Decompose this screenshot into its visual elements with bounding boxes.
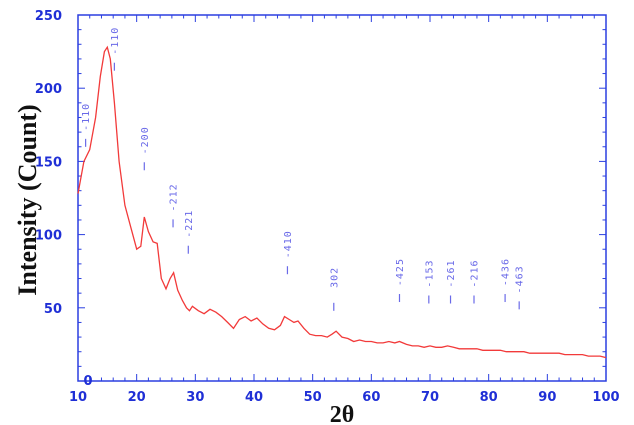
x-tick-label: 100 <box>592 390 619 405</box>
peak-label-text: -261 <box>446 259 457 287</box>
x-tick-labels: 10 20 30 40 50 60 70 80 90 100 <box>69 390 620 405</box>
peak-label-text: -200 <box>140 126 151 154</box>
data-line-series <box>77 45 607 359</box>
y-tick-label: 150 <box>35 155 62 170</box>
tick-marks <box>77 14 607 382</box>
y-axis-label: Intensity (Count) <box>13 104 42 295</box>
peak-label-text: -216 <box>470 259 481 287</box>
peak-label: -221 <box>184 210 195 254</box>
x-tick-label: 40 <box>245 390 263 405</box>
peak-label: -425 <box>395 258 406 303</box>
x-tick-label: 30 <box>186 390 204 405</box>
peak-label: -212 <box>169 183 180 228</box>
peak-label-text: -221 <box>184 210 195 238</box>
x-axis-label: 2θ <box>330 402 355 425</box>
peak-label-text: -436 <box>501 258 512 286</box>
peak-label-text: -110 <box>81 103 92 131</box>
y-tick-label: 0 <box>83 374 92 389</box>
peak-label: -200 <box>140 126 151 171</box>
peak-label: -410 <box>283 230 294 275</box>
peak-label: -110 <box>81 103 92 147</box>
x-tick-label: 60 <box>362 390 380 405</box>
x-tick-label: 50 <box>304 390 322 405</box>
peak-label: -436 <box>501 258 512 303</box>
peak-label-text: -410 <box>283 230 294 258</box>
y-tick-label: 100 <box>35 229 62 244</box>
peak-label: -216 <box>470 259 481 304</box>
peak-label-text: -212 <box>169 183 180 211</box>
x-tick-label: 10 <box>69 390 87 405</box>
peak-labels: -110 -110 -200 -212 -221 -410 302 -425 -153 -261 -… <box>81 27 526 311</box>
peak-label: -153 <box>424 259 435 304</box>
peak-label: 302 <box>329 267 340 311</box>
x-tick-label: 90 <box>538 390 556 405</box>
x-tick-label: 70 <box>421 390 439 405</box>
peak-label-text: -425 <box>395 258 406 286</box>
y-tick-labels: 0 50 100 150 200 250 <box>35 9 93 389</box>
peak-label-text: -153 <box>424 259 435 287</box>
peak-label-text: -110 <box>110 27 121 55</box>
peak-label-text: 302 <box>329 267 340 288</box>
plot-frame <box>77 14 607 382</box>
peak-label: -261 <box>446 259 457 304</box>
peak-label-text: -463 <box>515 265 526 293</box>
peak-label: -463 <box>515 265 526 310</box>
y-tick-label: 50 <box>44 302 62 317</box>
x-tick-label: 80 <box>480 390 498 405</box>
peak-label: -110 <box>110 27 121 71</box>
y-tick-label: 200 <box>35 82 62 97</box>
y-tick-label: 250 <box>35 9 62 24</box>
x-tick-label: 20 <box>128 390 146 405</box>
